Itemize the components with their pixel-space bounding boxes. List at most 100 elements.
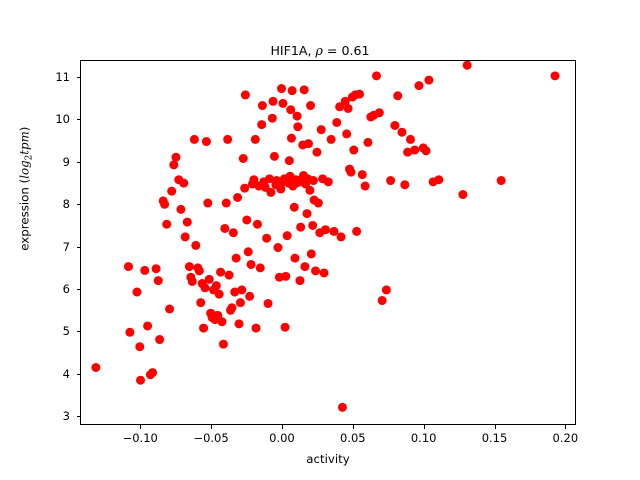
scatter-point [323, 177, 333, 187]
scatter-point [357, 170, 367, 180]
scatter-point [165, 304, 175, 314]
scatter-point [346, 167, 356, 177]
scatter-point [313, 198, 323, 208]
scatter-point [306, 249, 316, 259]
scatter-point [272, 176, 282, 186]
x-tick [140, 425, 142, 429]
x-tick-label: −0.10 [122, 431, 158, 445]
scatter-point [273, 243, 283, 253]
scatter-point [240, 183, 250, 193]
scatter-point [377, 296, 387, 306]
scatter-point [343, 103, 353, 113]
scatter-point [211, 281, 221, 291]
scatter-point [217, 317, 227, 327]
y-tick [76, 288, 80, 290]
y-tick-label: 6 [62, 281, 70, 296]
scatter-point [496, 176, 506, 186]
x-tick [494, 425, 496, 429]
scatter-point [235, 298, 245, 308]
scatter-point [293, 122, 303, 132]
y-tick-label: 11 [55, 69, 70, 84]
scatter-point [187, 276, 197, 286]
scatter-point [220, 223, 230, 233]
scatter-point [289, 202, 299, 212]
scatter-point [320, 225, 330, 235]
chart-title-line-1: HIF1A, ρ = 0.61 [0, 42, 640, 59]
scatter-point [203, 198, 213, 208]
scatter-point [171, 152, 181, 162]
scatter-point [349, 145, 359, 155]
scatter-point [91, 363, 101, 372]
scatter-point [403, 147, 413, 157]
scatter-point [434, 175, 444, 185]
scatter-point [257, 120, 267, 130]
scatter-point [266, 187, 276, 197]
scatter-point [319, 268, 329, 278]
scatter-point [167, 186, 177, 196]
scatter-point [179, 178, 189, 188]
scatter-point [302, 209, 312, 219]
ylabel-tpm: tpm [17, 131, 32, 155]
scatter-point [148, 368, 158, 378]
scatter-point [204, 274, 214, 284]
scatter-point [292, 111, 302, 121]
scatter-point [252, 219, 262, 229]
y-tick-label: 5 [62, 324, 70, 339]
scatter-point [221, 198, 231, 208]
scatter-point [240, 90, 250, 100]
scatter-point [397, 127, 407, 137]
y-tick [76, 204, 80, 206]
scatter-point [296, 222, 306, 232]
scatter-point [280, 322, 290, 332]
x-tick-label: 0.20 [552, 431, 579, 445]
scatter-point [410, 145, 420, 155]
ylabel-math: log2tpm [17, 131, 34, 179]
scatter-point [216, 267, 226, 277]
scatter-point [354, 89, 364, 99]
y-tick [76, 119, 80, 121]
scatter-point [140, 265, 150, 275]
x-tick [565, 425, 567, 429]
x-tick-label: 0.15 [481, 431, 508, 445]
y-tick-label: 7 [62, 239, 70, 254]
scatter-point [191, 240, 201, 250]
scatter-point [257, 101, 267, 111]
scatter-point [371, 71, 381, 81]
x-tick-label: −0.05 [193, 431, 229, 445]
scatter-point [184, 262, 194, 272]
scatter-point [390, 120, 400, 130]
scatter-point [300, 262, 310, 272]
y-tick [76, 416, 80, 418]
scatter-point [231, 253, 241, 263]
scatter-point [337, 402, 347, 412]
scatter-point [316, 125, 326, 135]
scatter-point [250, 134, 260, 144]
scatter-point [162, 219, 172, 229]
scatter-point [169, 160, 179, 170]
scatter-point [155, 335, 165, 345]
scatter-point [374, 108, 384, 118]
scatter-point [281, 271, 291, 281]
scatter-point [277, 84, 287, 94]
scatter-point [276, 184, 286, 194]
scatter-point [329, 226, 339, 236]
scatter-point [176, 204, 186, 214]
scatter-point [228, 228, 238, 238]
scatter-point [246, 259, 256, 269]
scatter-point [230, 287, 240, 297]
scatter-point [194, 266, 204, 276]
scatter-point [238, 154, 248, 163]
scatter-point [284, 156, 294, 166]
y-tick [76, 246, 80, 248]
scatter-plot-area [81, 61, 575, 424]
y-axis-label: expression (log2tpm) [17, 59, 34, 319]
ylabel-sub: 2 [24, 154, 35, 161]
scatter-point [242, 215, 252, 225]
scatter-point [153, 276, 163, 286]
scatter-point [269, 151, 279, 161]
y-tick-label: 9 [62, 154, 70, 169]
scatter-point [386, 176, 396, 186]
scatter-point [286, 105, 296, 115]
scatter-point [125, 327, 135, 337]
scatter-point [342, 129, 352, 139]
